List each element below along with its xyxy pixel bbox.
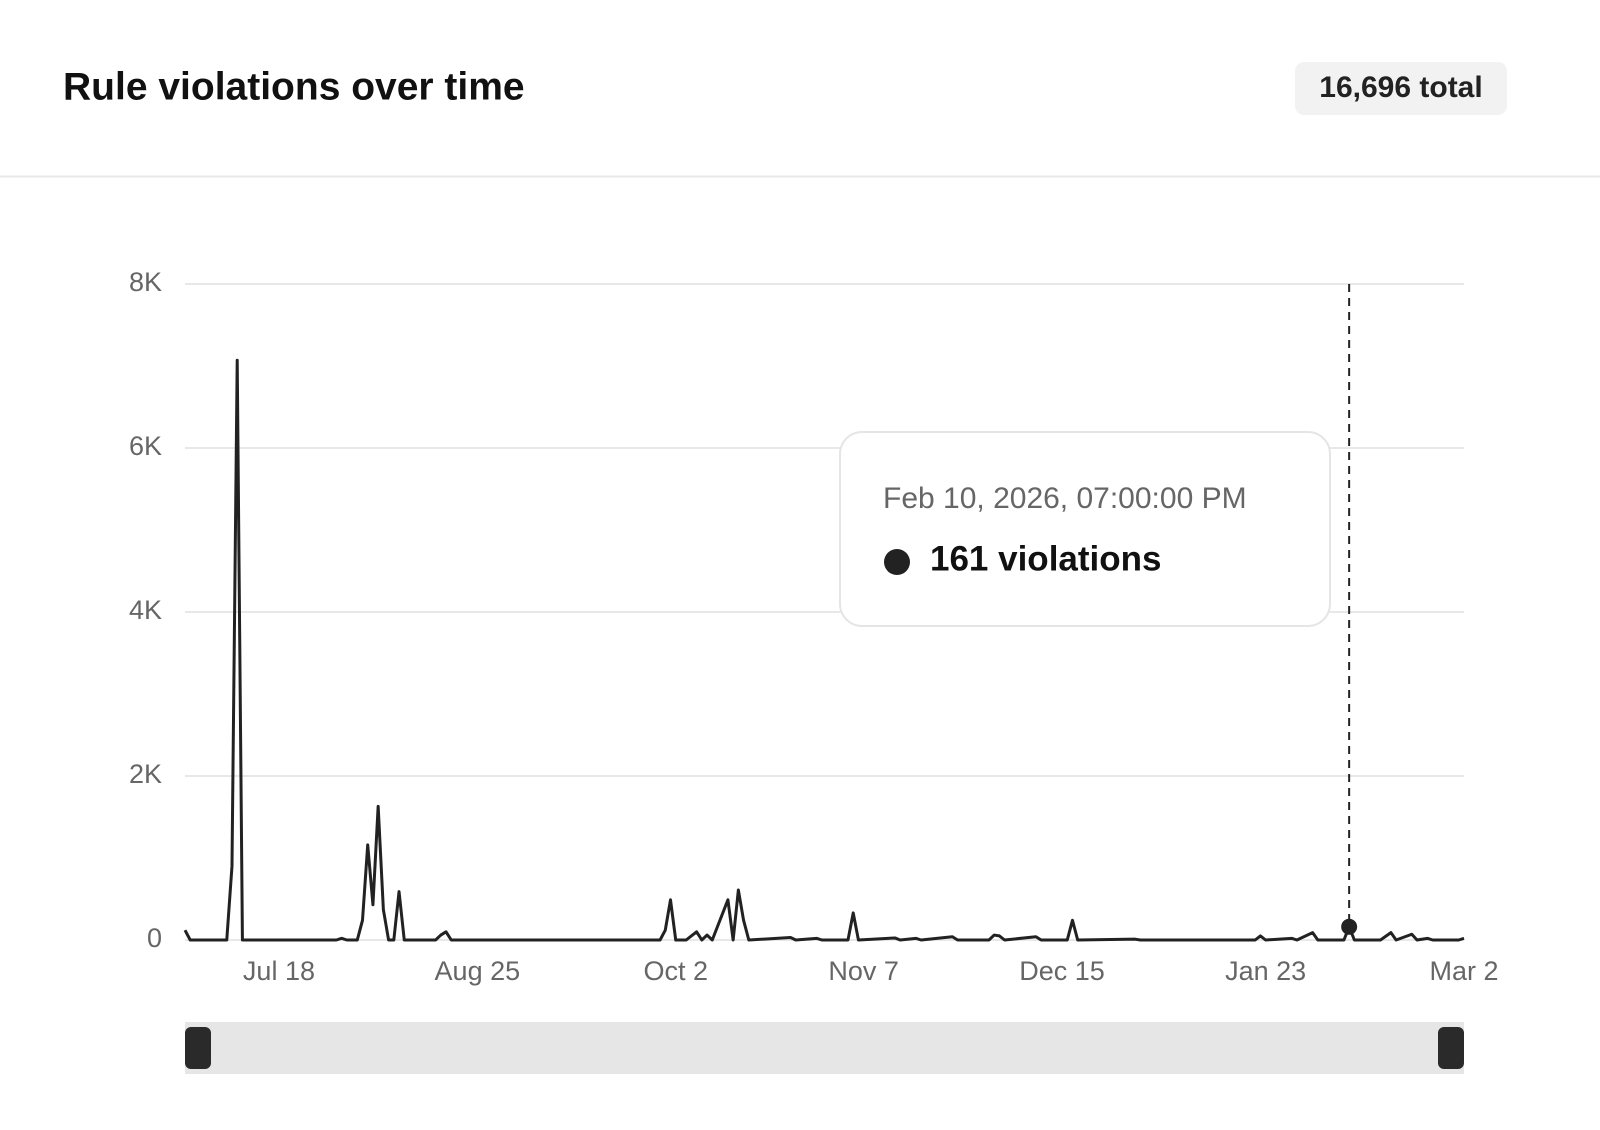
x-tick-label: Dec 15	[1019, 956, 1105, 986]
brush-handle-left[interactable]	[185, 1027, 211, 1069]
plot: 0 2K 4K 6K 8K Jul 18 Aug 25 Oct 2 Nov 7 Dec 15 Jan…	[129, 267, 1499, 986]
y-tick-label: 2K	[129, 759, 162, 789]
x-tick-label: Mar 2	[1429, 956, 1498, 986]
total-badge	[1295, 62, 1507, 115]
tooltip-swatch	[884, 549, 910, 575]
y-tick-label: 6K	[129, 431, 162, 461]
x-tick-label: Jul 18	[243, 956, 315, 986]
tooltip-box	[839, 431, 1331, 627]
y-tick-label: 0	[147, 923, 162, 953]
series-line	[183, 358, 1465, 942]
x-tick-label: Nov 7	[828, 956, 899, 986]
card-title: Rule violations over time	[63, 65, 525, 108]
tooltip-date: Feb 10, 2026, 07:00:00 PM	[883, 482, 1247, 515]
tooltip: Feb 10, 2026, 07:00:00 PM 161 violations	[839, 431, 1331, 627]
y-tick-label: 4K	[129, 595, 162, 625]
x-tick-label: Jan 23	[1225, 956, 1306, 986]
x-tick-label: Aug 25	[435, 956, 521, 986]
range-brush[interactable]	[185, 1022, 1464, 1074]
tooltip-value: 161 violations	[930, 539, 1161, 578]
y-tick-label: 8K	[129, 267, 162, 297]
total-badge-text: 16,696 total	[1319, 71, 1482, 104]
brush-handle-right[interactable]	[1438, 1027, 1464, 1069]
hover-point	[1341, 918, 1358, 935]
x-tick-label: Oct 2	[643, 956, 708, 986]
